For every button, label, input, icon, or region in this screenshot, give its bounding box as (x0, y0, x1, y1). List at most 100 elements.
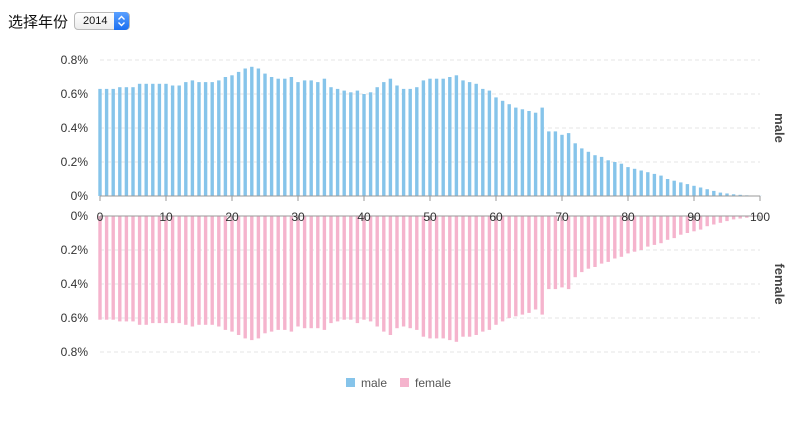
male-bar (329, 87, 333, 196)
male-bar (98, 88, 102, 196)
female-bar (494, 216, 498, 325)
female-bar (533, 216, 538, 310)
male-bar (533, 112, 538, 196)
female-bar (335, 216, 340, 322)
male-bar (296, 82, 300, 196)
female-bar (256, 216, 261, 339)
female-bars (98, 216, 762, 342)
male-bar (395, 85, 399, 196)
female-bar (177, 216, 181, 324)
female-bar (692, 216, 696, 232)
male-bar (243, 68, 247, 196)
female-bar (738, 216, 742, 219)
female-y-tick-label: 0.4% (61, 277, 89, 291)
female-bar (448, 216, 452, 341)
female-bar (731, 216, 736, 220)
legend-swatch-male (346, 378, 355, 387)
male-bar (302, 80, 307, 196)
male-bar (553, 131, 558, 196)
male-bar (137, 83, 142, 196)
female-bar (632, 216, 637, 252)
female-bar (560, 216, 564, 288)
female-bar (157, 216, 162, 324)
female-bar (593, 216, 597, 267)
female-bar (276, 216, 280, 330)
female-bar (355, 216, 360, 324)
female-bar (388, 216, 393, 335)
female-bar (170, 216, 175, 324)
male-bar (613, 162, 617, 196)
legend-label-male: male (361, 376, 387, 390)
x-tick-label: 90 (687, 210, 701, 224)
x-tick-label: 70 (555, 210, 569, 224)
female-bar (302, 216, 307, 329)
female-bar (342, 216, 346, 320)
male-bar (164, 83, 168, 196)
female-bar (236, 216, 241, 335)
male-bar (203, 82, 208, 196)
female-bar (547, 216, 551, 290)
female-bar (566, 216, 571, 290)
male-bar (454, 75, 459, 196)
female-bar (137, 216, 142, 325)
female-bar (540, 216, 544, 315)
female-bar (659, 216, 663, 244)
female-bar (296, 216, 300, 327)
male-bar (190, 80, 195, 196)
female-bar (349, 216, 353, 320)
female-bar (474, 216, 478, 335)
x-tick-label: 10 (159, 210, 173, 224)
female-bar (580, 216, 584, 273)
male-y-tick-label: 0.8% (61, 53, 89, 67)
female-bar (197, 216, 201, 325)
female-bar (665, 216, 670, 240)
male-bar (349, 92, 353, 196)
male-bar (104, 88, 109, 196)
female-y-tick-label: 0.8% (61, 345, 89, 359)
male-bar (593, 155, 597, 196)
male-bar (448, 77, 452, 196)
female-bar (619, 216, 624, 257)
female-bar (652, 216, 657, 245)
female-bar (520, 216, 525, 315)
x-tick-label: 20 (225, 210, 239, 224)
female-bar (230, 216, 234, 332)
female-side-label: female (772, 263, 787, 304)
male-bar (560, 134, 564, 196)
male-bar (144, 83, 148, 196)
male-bar (124, 87, 129, 196)
female-bar (500, 216, 505, 322)
male-bar (507, 104, 511, 196)
female-bar (454, 216, 459, 342)
x-tick-label: 40 (357, 210, 371, 224)
female-bar (309, 216, 313, 329)
female-bar (441, 216, 445, 339)
female-bar (190, 216, 195, 327)
male-bar (606, 160, 610, 196)
male-bar (705, 189, 709, 196)
male-bar (131, 87, 135, 196)
male-bar (514, 107, 518, 196)
year-select[interactable]: 2014 (74, 12, 131, 30)
male-bar (184, 82, 188, 196)
male-bar (335, 88, 340, 196)
female-bar (118, 216, 122, 322)
female-bar (613, 216, 617, 259)
female-bar (382, 216, 386, 332)
female-bar (203, 216, 208, 325)
male-y-tick-label: 0.4% (61, 121, 89, 135)
male-side-label: male (772, 113, 787, 143)
male-bar (316, 82, 320, 196)
female-bar (144, 216, 148, 325)
male-bar (408, 88, 412, 196)
male-bar (672, 180, 676, 196)
female-bar (131, 216, 135, 322)
female-bar (151, 216, 155, 324)
male-bar (421, 80, 426, 196)
female-y-tick-label: 0% (71, 209, 89, 223)
male-bar (566, 133, 571, 196)
male-bar (731, 194, 736, 196)
male-bar (665, 179, 670, 196)
female-bar (698, 216, 703, 230)
male-bar (283, 78, 287, 196)
